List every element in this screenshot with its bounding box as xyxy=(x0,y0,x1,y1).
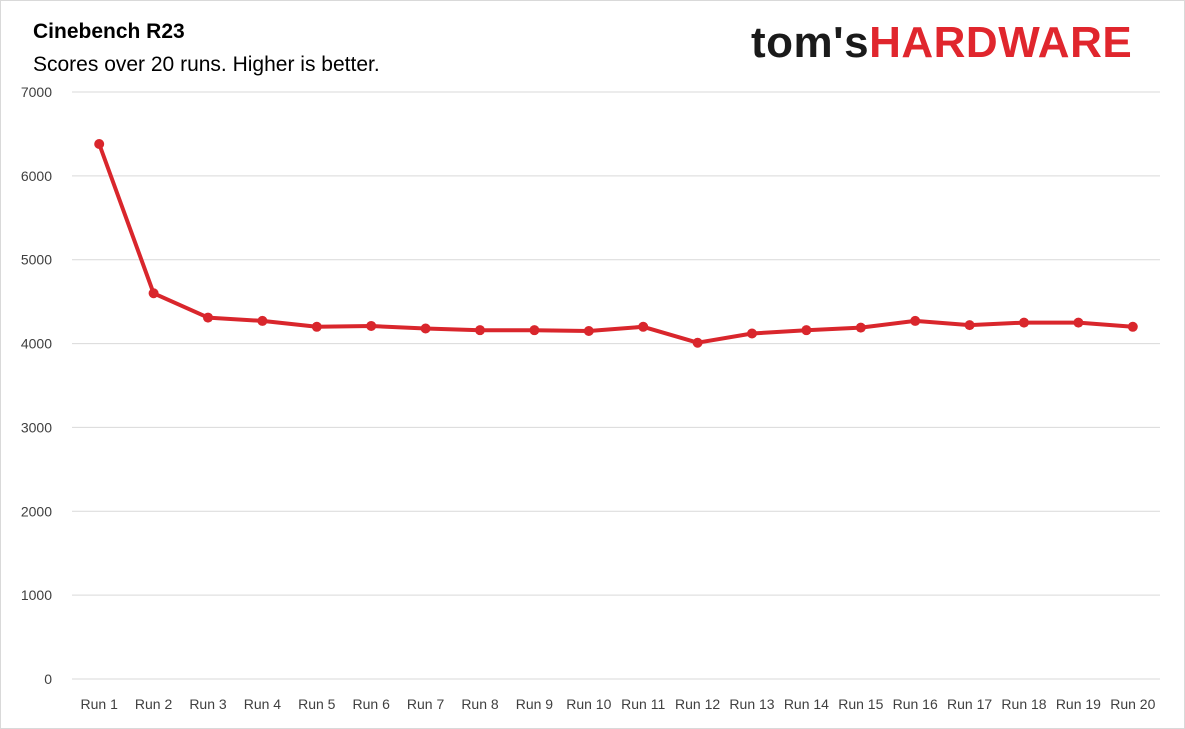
data-point-run-4 xyxy=(257,315,268,326)
data-point-run-2 xyxy=(148,288,159,299)
chart-title: Cinebench R23 xyxy=(33,20,185,43)
data-point-run-11 xyxy=(638,321,649,332)
y-tick-label: 3000 xyxy=(21,419,52,435)
x-tick-label: Run 3 xyxy=(189,696,227,712)
brand-logo: tom'sHARDWARE xyxy=(751,18,1132,68)
x-tick-label: Run 4 xyxy=(244,696,282,712)
x-tick-label: Run 17 xyxy=(947,696,992,712)
series-layer xyxy=(94,138,1138,348)
y-axis-ticks: 0 1000 2000 3000 4000 5000 6000 7000 xyxy=(21,84,52,687)
y-tick-label: 0 xyxy=(44,671,52,687)
data-point-run-14 xyxy=(801,325,812,336)
data-point-run-10 xyxy=(583,325,594,336)
y-tick-label: 4000 xyxy=(21,336,52,352)
series-line xyxy=(97,142,1135,345)
x-tick-label: Run 9 xyxy=(516,696,554,712)
data-point-run-16 xyxy=(910,315,921,326)
x-tick-label: Run 18 xyxy=(1001,696,1046,712)
x-tick-label: Run 16 xyxy=(893,696,938,712)
x-tick-label: Run 7 xyxy=(407,696,445,712)
data-point-run-6 xyxy=(366,320,377,331)
logo-part-hardware: HARDWARE xyxy=(869,18,1133,67)
x-axis-ticks: Run 1 Run 2 Run 3 Run 4 Run 5 Run 6 Run 7 Run 8… xyxy=(81,696,1156,712)
x-tick-label: Run 15 xyxy=(838,696,883,712)
x-tick-label: Run 20 xyxy=(1110,696,1155,712)
x-tick-label: Run 6 xyxy=(353,696,391,712)
x-tick-label: Run 14 xyxy=(784,696,829,712)
x-tick-label: Run 1 xyxy=(81,696,119,712)
data-point-run-18 xyxy=(1019,317,1029,328)
y-tick-label: 6000 xyxy=(21,168,52,184)
data-point-run-5 xyxy=(311,321,322,332)
x-tick-label: Run 8 xyxy=(461,696,499,712)
data-point-run-17 xyxy=(964,320,975,331)
data-point-run-19 xyxy=(1073,317,1084,328)
x-tick-label: Run 10 xyxy=(566,696,611,712)
x-tick-label: Run 5 xyxy=(298,696,336,712)
data-point-run-9 xyxy=(529,325,540,336)
y-tick-label: 7000 xyxy=(21,84,52,100)
chart-subtitle: Scores over 20 runs. Higher is better. xyxy=(33,53,380,76)
x-tick-label: Run 12 xyxy=(675,696,720,712)
data-point-run-12 xyxy=(692,337,703,348)
data-point-run-20 xyxy=(1127,321,1138,332)
x-tick-label: Run 13 xyxy=(729,696,774,712)
x-tick-label: Run 2 xyxy=(135,696,173,712)
y-tick-label: 5000 xyxy=(21,252,52,268)
logo-part-toms: tom's xyxy=(751,18,870,67)
x-tick-label: Run 19 xyxy=(1056,696,1101,712)
data-point-run-3 xyxy=(203,312,213,323)
data-point-run-15 xyxy=(855,322,866,333)
x-tick-label: Run 11 xyxy=(621,696,665,712)
data-point-run-1 xyxy=(94,138,105,149)
y-tick-label: 2000 xyxy=(21,503,52,519)
data-point-run-13 xyxy=(747,328,757,339)
data-point-run-8 xyxy=(475,325,485,336)
y-tick-label: 1000 xyxy=(21,587,52,603)
data-point-run-7 xyxy=(420,323,431,334)
gridlines xyxy=(72,91,1160,680)
